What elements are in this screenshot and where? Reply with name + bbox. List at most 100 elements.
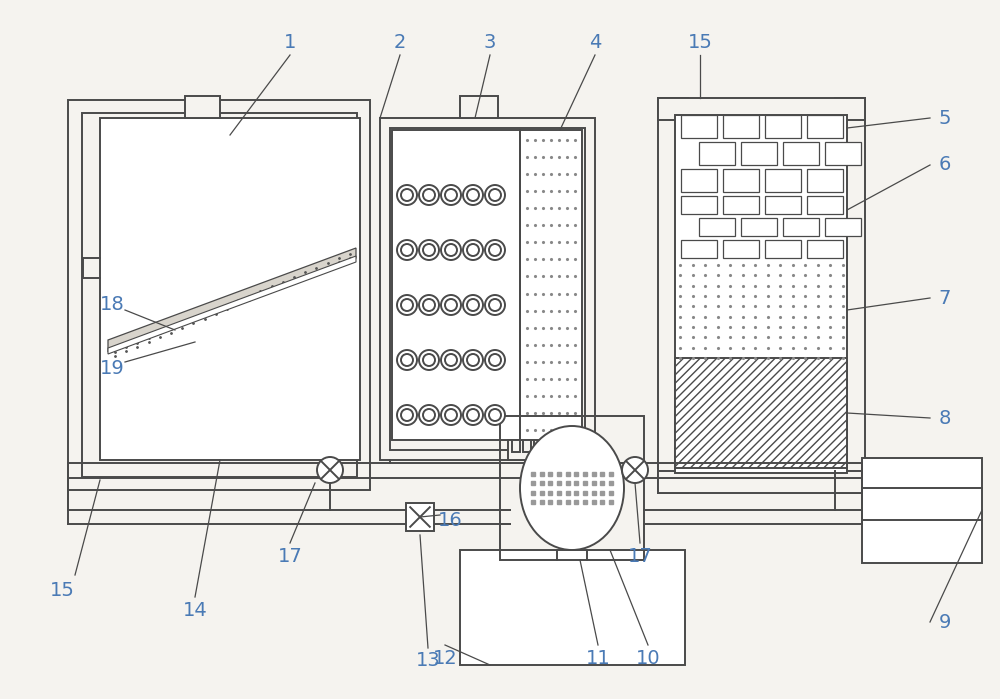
Circle shape	[463, 240, 483, 260]
Text: 4: 4	[589, 32, 601, 52]
Circle shape	[485, 350, 505, 370]
Bar	[723, 240, 759, 258]
Bar	[783, 142, 819, 165]
Bar	[185, 96, 220, 118]
Text: 12: 12	[433, 649, 457, 668]
Circle shape	[485, 295, 505, 315]
Circle shape	[441, 350, 461, 370]
Text: 16: 16	[438, 510, 462, 530]
Text: 15: 15	[688, 32, 712, 52]
Circle shape	[419, 185, 439, 205]
Bar	[807, 115, 843, 138]
Bar	[460, 96, 498, 118]
Bar	[100, 118, 360, 460]
Text: 19: 19	[100, 359, 124, 377]
Bar	[523, 440, 531, 452]
Bar	[392, 130, 520, 440]
Circle shape	[441, 405, 461, 425]
Text: 9: 9	[939, 612, 951, 631]
Bar	[835, 98, 865, 493]
Circle shape	[441, 295, 461, 315]
Bar	[765, 196, 801, 214]
Bar	[765, 169, 801, 192]
Bar	[406, 503, 434, 531]
Circle shape	[419, 295, 439, 315]
Bar	[765, 240, 801, 258]
Bar	[783, 218, 819, 236]
Bar	[658, 98, 865, 120]
Text: 15: 15	[50, 580, 74, 600]
Circle shape	[397, 185, 417, 205]
Bar	[723, 115, 759, 138]
Bar	[681, 196, 717, 214]
Bar	[699, 142, 735, 165]
Bar	[658, 471, 865, 493]
Text: 13: 13	[416, 651, 440, 670]
Bar	[675, 358, 847, 468]
Bar	[699, 218, 735, 236]
Bar	[681, 240, 717, 258]
Bar	[741, 218, 777, 236]
Circle shape	[397, 240, 417, 260]
Bar	[390, 128, 585, 450]
Bar	[534, 440, 542, 452]
Text: 10: 10	[636, 649, 660, 668]
Bar	[723, 169, 759, 192]
Text: 3: 3	[484, 32, 496, 52]
Text: 5: 5	[939, 108, 951, 127]
Bar	[380, 118, 595, 460]
Bar	[862, 458, 982, 563]
Circle shape	[397, 405, 417, 425]
Text: 1: 1	[284, 32, 296, 52]
Bar	[500, 416, 644, 560]
Text: 6: 6	[939, 155, 951, 175]
Bar	[545, 440, 553, 452]
Bar	[82, 113, 357, 477]
Text: 11: 11	[586, 649, 610, 668]
Bar	[508, 440, 576, 460]
Bar	[681, 169, 717, 192]
Polygon shape	[108, 248, 356, 352]
Text: 17: 17	[278, 547, 302, 565]
Bar	[460, 550, 685, 665]
Bar	[512, 440, 520, 452]
Circle shape	[622, 457, 648, 483]
Circle shape	[441, 185, 461, 205]
Text: 7: 7	[939, 289, 951, 308]
Text: 18: 18	[100, 294, 124, 313]
Circle shape	[441, 240, 461, 260]
Bar	[68, 100, 370, 490]
Polygon shape	[108, 256, 356, 354]
Circle shape	[485, 405, 505, 425]
Circle shape	[463, 295, 483, 315]
Circle shape	[463, 405, 483, 425]
Text: 2: 2	[394, 32, 406, 52]
Circle shape	[485, 240, 505, 260]
Text: 8: 8	[939, 408, 951, 428]
Circle shape	[397, 350, 417, 370]
Bar	[765, 115, 801, 138]
Circle shape	[419, 405, 439, 425]
Ellipse shape	[520, 426, 624, 550]
Bar	[741, 142, 777, 165]
Circle shape	[317, 457, 343, 483]
Bar	[825, 142, 861, 165]
Bar	[675, 115, 847, 473]
Circle shape	[419, 240, 439, 260]
Bar	[658, 98, 688, 493]
Bar	[723, 196, 759, 214]
Bar	[520, 130, 582, 440]
Text: 14: 14	[183, 600, 207, 619]
Bar	[556, 440, 564, 452]
Bar	[807, 240, 843, 258]
Bar	[681, 115, 717, 138]
Bar	[807, 169, 843, 192]
Circle shape	[419, 350, 439, 370]
Circle shape	[397, 295, 417, 315]
Bar	[825, 218, 861, 236]
Text: 17: 17	[628, 547, 652, 565]
Circle shape	[463, 185, 483, 205]
Circle shape	[463, 350, 483, 370]
Circle shape	[485, 185, 505, 205]
Bar	[807, 196, 843, 214]
